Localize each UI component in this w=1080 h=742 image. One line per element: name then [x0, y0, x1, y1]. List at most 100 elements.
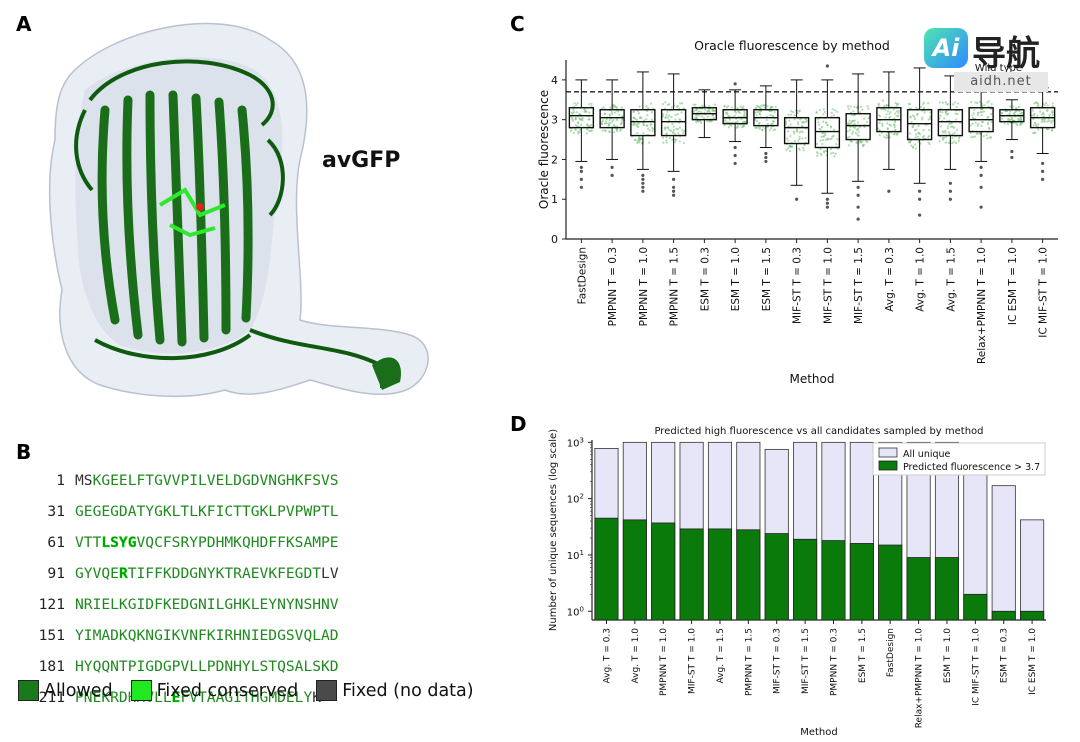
- chart-c-point: [1003, 122, 1006, 125]
- chart-c-point: [976, 124, 979, 127]
- chart-c-point: [1045, 101, 1048, 105]
- chart-c-point: [829, 148, 833, 151]
- chart-c-point: [1031, 109, 1035, 112]
- chart-d-x-tick-label: MIF-ST T = 1.5: [801, 628, 811, 694]
- chart-c-point: [954, 141, 958, 145]
- chart-c-point: [609, 122, 612, 125]
- sequence-segment-allowed: GYVQE: [75, 565, 119, 582]
- chart-c-point: [642, 132, 645, 135]
- chart-c-point: [883, 104, 886, 108]
- sequence-segment-allowed: FVTAAGITHGMDELY: [180, 689, 313, 706]
- chart-c-point: [1043, 118, 1046, 121]
- chart-c-outlier: [764, 159, 768, 164]
- chart-c-outlier: [948, 181, 952, 185]
- chart-c-point: [570, 116, 573, 119]
- chart-c-point: [608, 130, 611, 134]
- chart-c-point: [853, 105, 856, 109]
- chart-c-point: [665, 113, 668, 117]
- chart-c-point: [923, 111, 926, 114]
- chart-c-point: [982, 135, 985, 138]
- chart-c-point: [894, 101, 897, 104]
- chart-c-point: [823, 110, 826, 114]
- chart-c-point: [798, 137, 801, 141]
- chart-c-point: [754, 111, 757, 114]
- chart-c-wildtype-label: Wild type: [975, 63, 1022, 74]
- chart-d-bar-all-unique: [991, 485, 1016, 621]
- chart-c-point: [948, 122, 951, 125]
- chart-d-bar-predicted: [764, 533, 789, 621]
- chart-c-x-tick-label: Avg. T = 0.3: [884, 247, 896, 312]
- chart-c-outlier: [795, 197, 799, 201]
- sequence-line: 61 VTTLSYGVQCFSRYPDHMKQHDFFKSAMPE: [20, 534, 338, 551]
- chart-c-point: [676, 113, 679, 116]
- chart-c-point: [938, 101, 941, 104]
- chart-c-point: [632, 121, 636, 125]
- chart-c-point: [885, 136, 888, 140]
- chart-d-x-tick-label: Avg. T = 0.3: [602, 628, 612, 683]
- chart-c-point: [786, 137, 789, 140]
- chart-d-bar-predicted: [934, 557, 960, 621]
- chart-d-bar-predicted: [736, 529, 761, 621]
- chart-c-point: [618, 113, 621, 116]
- chart-c-point: [797, 147, 801, 150]
- chart-c-point: [951, 141, 954, 145]
- chart-d-legend-box: [872, 442, 1046, 476]
- chart-c-box: [814, 116, 841, 149]
- chart-c-point: [1009, 110, 1012, 113]
- chart-c-outlier: [825, 205, 829, 209]
- sequence-line: 1 MSKGEELFTGVVPILVELDGDVNGHKFSVS: [20, 472, 338, 489]
- chart-c-point: [762, 125, 765, 129]
- chart-c-point: [673, 132, 677, 136]
- chart-c-point: [635, 118, 638, 121]
- chart-c-point: [1048, 115, 1051, 118]
- chart-c-outlier: [918, 189, 922, 193]
- chart-c-point: [824, 133, 827, 137]
- chart-c-x-tick-label: MIF-ST T = 1.0: [822, 247, 834, 324]
- chart-c-point: [895, 110, 899, 113]
- chart-c-point: [939, 114, 942, 117]
- chart-c-point: [970, 100, 973, 104]
- chart-c-point: [944, 131, 947, 134]
- chart-c-point: [1040, 120, 1043, 124]
- chart-c-x-tick-label: MIF-ST T = 1.5: [853, 247, 865, 324]
- chart-c-point: [791, 145, 794, 148]
- chart-c-box: [630, 109, 656, 137]
- chart-c-point: [638, 137, 641, 140]
- chart-c-point: [836, 147, 840, 150]
- chart-c-point: [1032, 131, 1035, 135]
- chart-c-point: [951, 132, 954, 136]
- sequence-segment-allowed: GEGEGDATYGKLTLKFICTTGKLPVPWPTL: [75, 503, 339, 520]
- chart-d-x-tick-label: Relax+PMPNN T = 1.0: [915, 628, 925, 729]
- chart-c-point: [790, 110, 793, 113]
- chart-c-point: [696, 111, 699, 114]
- chart-c-point: [1037, 104, 1040, 107]
- chart-c-point: [636, 139, 639, 143]
- chart-d-bar-predicted: [963, 593, 988, 621]
- chart-c-point: [706, 115, 709, 118]
- chart-c-y-tick-label: 2: [551, 153, 558, 166]
- chart-c-point: [986, 101, 989, 104]
- chart-c-point: [881, 99, 884, 102]
- chart-c-outlier: [856, 185, 860, 189]
- chart-c-point: [897, 102, 900, 106]
- chart-c-point: [637, 112, 641, 115]
- chart-c-point: [880, 108, 883, 111]
- chart-c-point: [1009, 105, 1012, 108]
- chart-c-point: [682, 142, 686, 145]
- chart-c-point: [651, 129, 654, 133]
- chart-c-outlier: [764, 155, 768, 160]
- chart-c-point: [571, 112, 574, 115]
- chart-c-title: Oracle fluorescence by method: [694, 38, 890, 53]
- chart-c-outlier: [764, 151, 768, 156]
- chart-c-point: [977, 111, 980, 114]
- chart-c-point: [637, 125, 640, 128]
- chart-d-bar-predicted: [651, 522, 676, 621]
- chart-c-point: [1017, 105, 1020, 109]
- chart-c-point: [822, 151, 826, 154]
- chart-c-point: [756, 104, 759, 108]
- chart-c-point: [678, 126, 682, 129]
- chart-c-point: [645, 109, 649, 113]
- chart-c-point: [785, 120, 788, 123]
- chart-c-point: [1043, 103, 1046, 106]
- chart-c-point: [664, 116, 668, 119]
